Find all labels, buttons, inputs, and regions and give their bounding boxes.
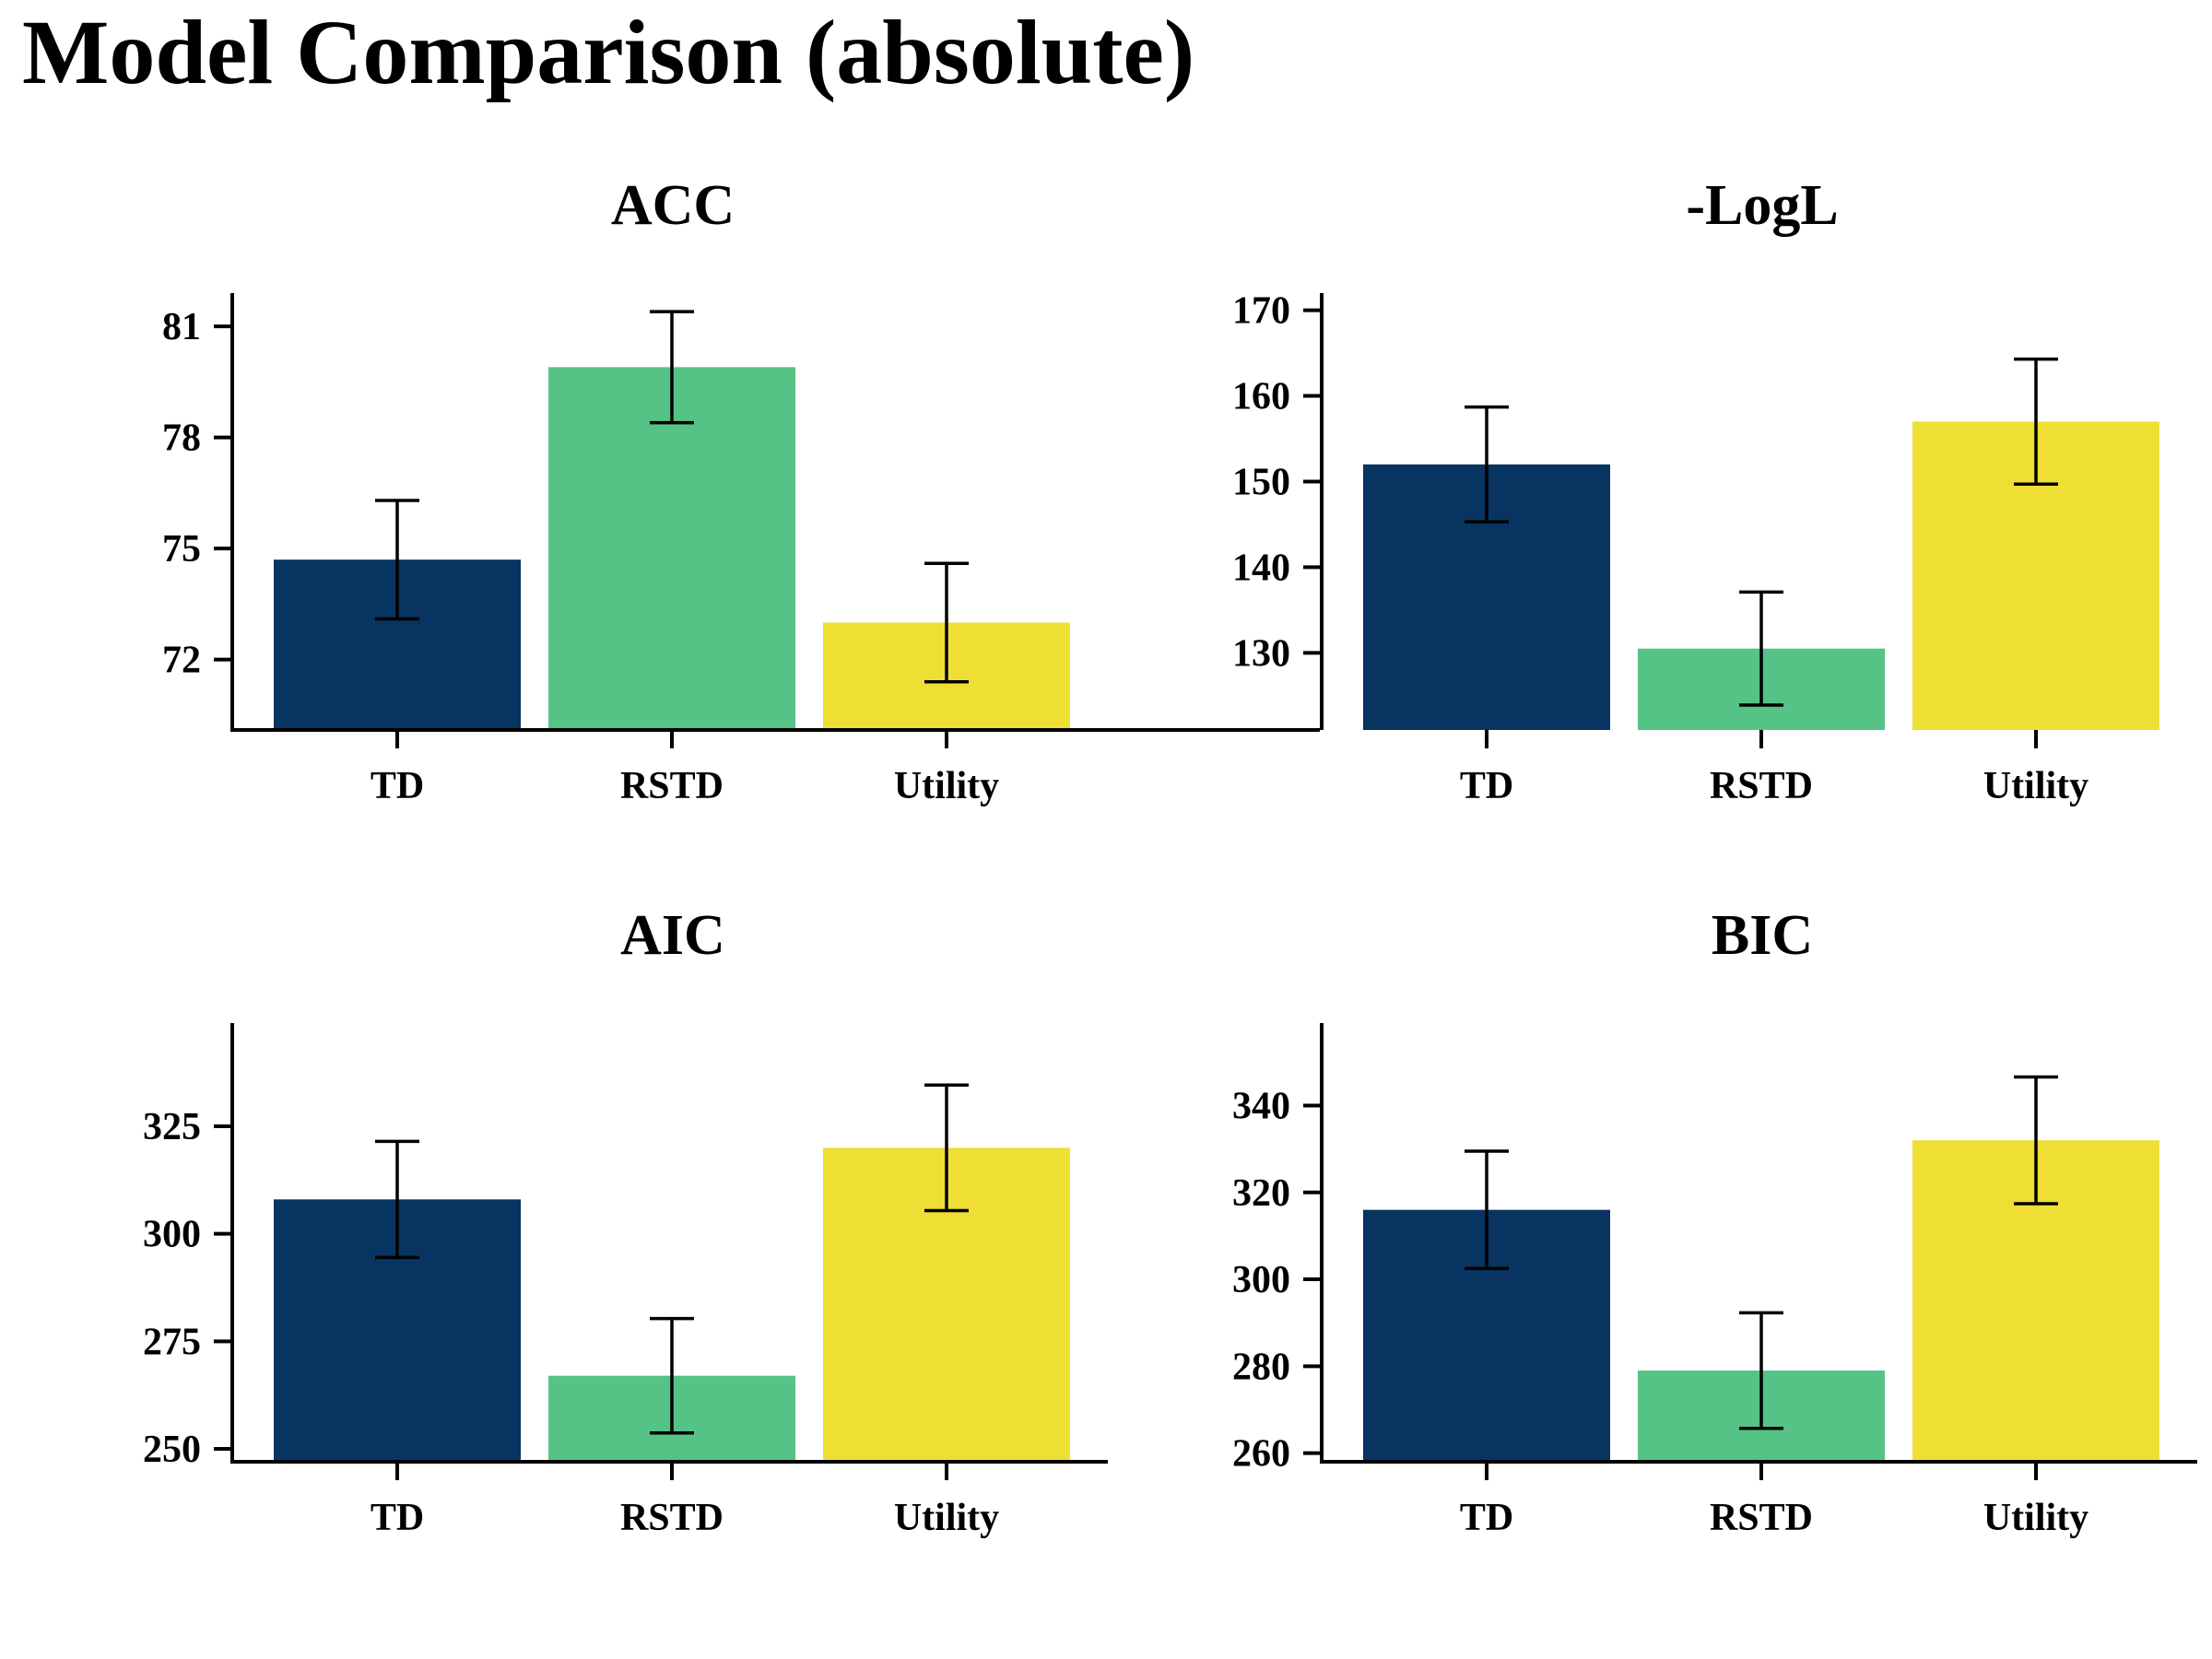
x-tick-label: Utility bbox=[894, 1497, 999, 1539]
panel-title: ACC bbox=[611, 174, 735, 237]
x-tick-label: TD bbox=[1460, 1497, 1513, 1539]
y-tick-label: 250 bbox=[143, 1429, 201, 1471]
y-tick-label: 170 bbox=[1232, 290, 1290, 333]
x-tick-label: RSTD bbox=[620, 1497, 724, 1539]
y-tick-label: 275 bbox=[143, 1321, 201, 1363]
y-tick-label: 260 bbox=[1232, 1433, 1290, 1476]
y-tick-label: 150 bbox=[1232, 461, 1290, 503]
bar-rstd bbox=[548, 367, 795, 730]
y-tick-label: 325 bbox=[143, 1106, 201, 1148]
x-tick-label: Utility bbox=[1983, 1497, 2088, 1539]
y-tick-label: 72 bbox=[162, 640, 201, 682]
panel-title: AIC bbox=[620, 904, 725, 967]
x-tick-label: RSTD bbox=[620, 765, 724, 807]
x-tick-label: TD bbox=[371, 765, 424, 807]
y-tick-label: 340 bbox=[1232, 1086, 1290, 1128]
x-tick-label: RSTD bbox=[1710, 1497, 1813, 1539]
y-tick-label: 300 bbox=[1232, 1259, 1290, 1301]
y-tick-label: 130 bbox=[1232, 632, 1290, 675]
figure-title: Model Comparison (absolute) bbox=[22, 1, 1194, 103]
y-tick-label: 78 bbox=[162, 418, 201, 460]
chart-panel-bic: BIC TD RSTD Utility 260 280 300 320 340 bbox=[1232, 904, 2197, 1539]
y-tick-label: 320 bbox=[1232, 1172, 1290, 1215]
x-tick-label: TD bbox=[1460, 765, 1513, 807]
chart-panel-aic: AIC TD RSTD Utility 250 275 300 325 bbox=[143, 904, 1108, 1539]
y-tick-label: 140 bbox=[1232, 547, 1290, 589]
x-tick-label: Utility bbox=[1983, 765, 2088, 807]
chart-panel-logl: -LogL TD RSTD Utility 130 140 150 160 170 bbox=[1108, 174, 2159, 807]
y-tick-label: 160 bbox=[1232, 376, 1290, 418]
y-tick-label: 75 bbox=[162, 528, 201, 571]
y-tick-label: 300 bbox=[143, 1214, 201, 1256]
y-tick-label: 81 bbox=[162, 306, 201, 348]
chart-panel-acc: ACC TD RSTD Utility 72 75 78 81 bbox=[162, 174, 1108, 807]
x-tick-label: RSTD bbox=[1710, 765, 1813, 807]
y-tick-label: 280 bbox=[1232, 1346, 1290, 1388]
panel-title: -LogL bbox=[1686, 174, 1838, 237]
panel-title: BIC bbox=[1712, 904, 1813, 967]
x-tick-label: Utility bbox=[894, 765, 999, 807]
x-tick-label: TD bbox=[371, 1497, 424, 1539]
